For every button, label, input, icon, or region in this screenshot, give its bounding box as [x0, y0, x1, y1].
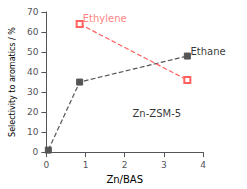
svg-text:Zn/BAS: Zn/BAS [106, 174, 143, 185]
svg-text:40: 40 [27, 67, 39, 77]
svg-text:Zn-ZSM-5: Zn-ZSM-5 [133, 108, 182, 119]
svg-text:0: 0 [33, 147, 39, 157]
svg-text:4: 4 [200, 160, 206, 170]
svg-text:3: 3 [161, 160, 167, 170]
svg-text:60: 60 [27, 27, 39, 37]
svg-text:2: 2 [122, 160, 128, 170]
svg-text:70: 70 [27, 7, 39, 17]
svg-text:Ethylene: Ethylene [83, 13, 127, 24]
svg-text:Ethane: Ethane [190, 46, 225, 57]
svg-text:50: 50 [27, 47, 39, 57]
svg-text:20: 20 [27, 107, 39, 117]
svg-text:10: 10 [27, 127, 39, 137]
svg-text:1: 1 [83, 160, 89, 170]
svg-text:0: 0 [43, 160, 49, 170]
svg-text:30: 30 [27, 87, 39, 97]
svg-text:Selectivity to aromatics / %: Selectivity to aromatics / % [8, 27, 17, 137]
